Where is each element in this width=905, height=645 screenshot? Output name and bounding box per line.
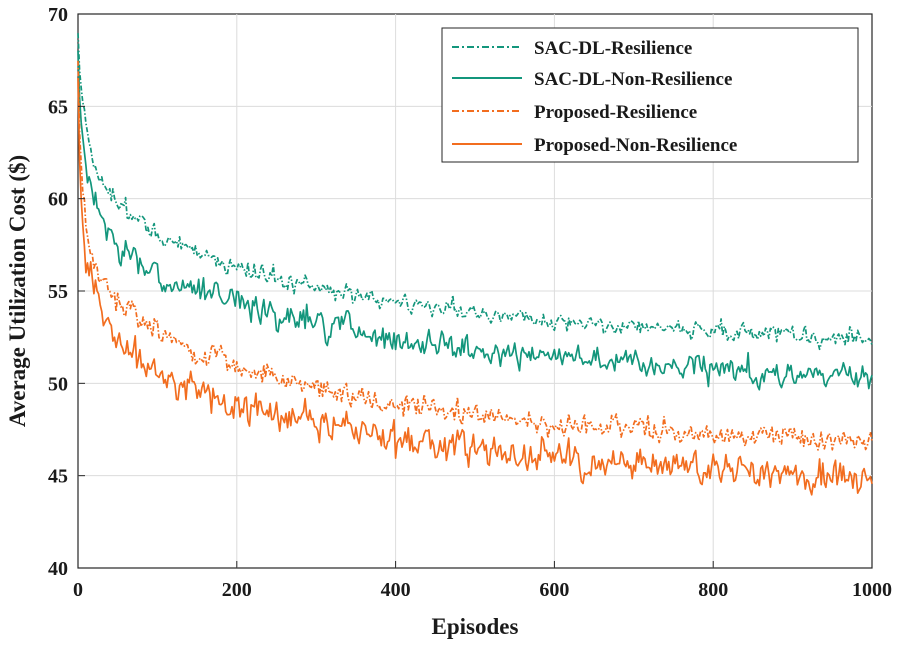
legend-box: [441, 27, 859, 163]
series-line-sac-dl-resilience: [77, 33, 873, 351]
y-tick-label: 70: [48, 4, 68, 26]
y-tick-label: 60: [48, 189, 68, 211]
series-line-sac-dl-non-resilience: [77, 50, 873, 391]
legend-label-proposed-resilience: Proposed-Resilience: [534, 102, 697, 123]
legend: SAC-DL-Resilience SAC-DL-Non-Resilience …: [441, 27, 859, 163]
x-tick-label: 200: [222, 579, 252, 601]
series-line-proposed-non-resilience: [77, 77, 873, 496]
y-tick-label: 45: [48, 466, 68, 488]
x-tick-label: 1000: [852, 579, 892, 601]
x-tick-label: 600: [539, 579, 569, 601]
x-tick-label: 400: [381, 579, 411, 601]
series-line-proposed-resilience: [77, 60, 873, 451]
legend-label-proposed-non-resilience: Proposed-Non-Resilience: [534, 135, 737, 156]
y-tick-label: 40: [48, 558, 68, 580]
x-tick-label: 0: [73, 579, 83, 601]
legend-label-sac-dl-resilience: SAC-DL-Resilience: [534, 38, 692, 59]
series-layer: [77, 33, 873, 496]
x-axis-label: Episodes: [432, 614, 519, 639]
y-tick-label: 55: [48, 281, 68, 303]
y-tick-label: 50: [48, 373, 68, 395]
x-tick-label: 800: [698, 579, 728, 601]
y-tick-label: 65: [48, 96, 68, 118]
y-axis-label: Average Utilization Cost ($): [5, 155, 30, 427]
tick-labels: 0 200 400 600 800 1000 40 45 50 55 60 65 70: [48, 4, 892, 601]
legend-label-sac-dl-non-resilience: SAC-DL-Non-Resilience: [534, 69, 732, 90]
